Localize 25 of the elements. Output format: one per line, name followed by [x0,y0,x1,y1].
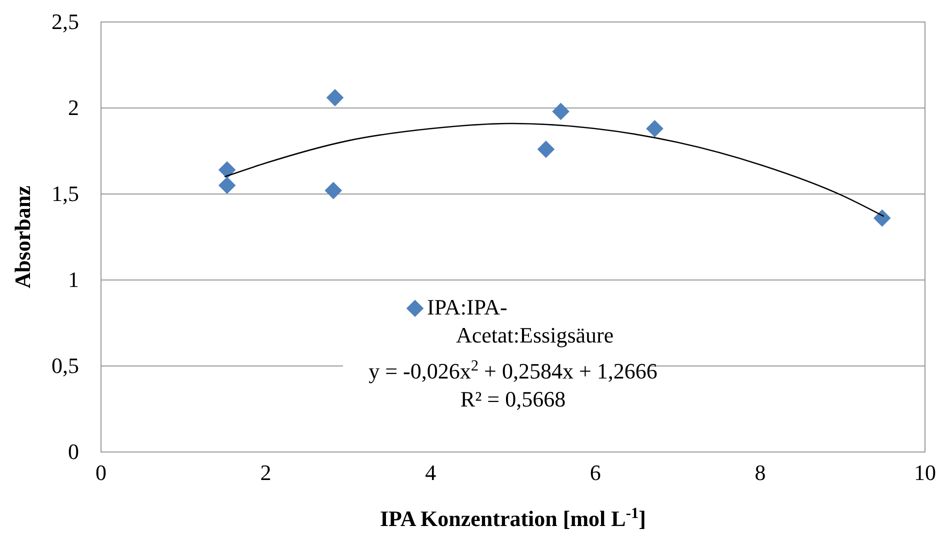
point [324,182,342,200]
y-axis-title: Absorbanz [10,185,35,288]
x-tick-label: 6 [590,460,601,485]
y-tick-label: 2,5 [52,9,79,34]
x-tick-label: 0 [96,460,106,485]
y-tick-label: 1 [68,267,79,292]
y-tick-label: 2 [68,95,79,120]
point [646,120,664,138]
point [218,176,236,194]
point [537,140,555,158]
point [218,161,236,179]
y-tick-label: 1,5 [52,181,79,206]
x-tick-label: 10 [914,460,936,485]
x-tick-label: 4 [425,460,436,485]
annotation: R² = 0,5668 [460,386,566,412]
y-tick-label: 0 [68,439,79,464]
legend-label: IPA:IPA-Acetat:Essigsäure [427,294,614,348]
x-axis-title: IPA Konzentration [mol L$^{-1}$] [380,504,646,531]
point [873,209,891,227]
annotation: y = -0,026x$^{2}$ + 0,2584x + 1,2666 [368,356,658,384]
y-tick-label: 0,5 [52,353,79,378]
x-tick-label: 2 [260,460,272,485]
x-tick-label: 8 [754,460,766,485]
point [326,89,344,106]
point [552,102,570,120]
